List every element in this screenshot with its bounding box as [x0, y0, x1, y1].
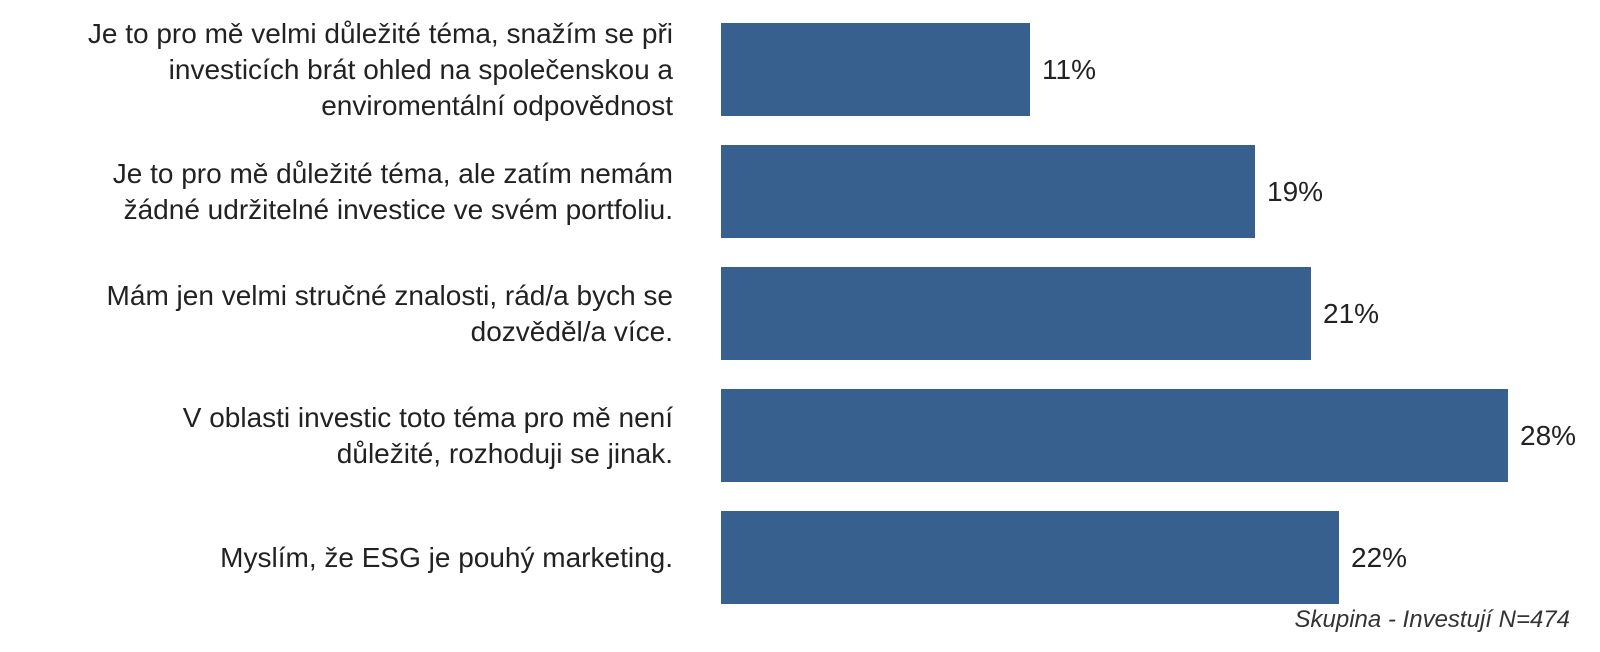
bar [721, 511, 1339, 604]
bar [721, 267, 1311, 360]
bar [721, 389, 1508, 482]
bar [721, 145, 1255, 238]
category-label: Myslím, že ESG je pouhý marketing. [220, 541, 673, 573]
category-label: Je to pro mě důležité téma, ale zatím ne… [112, 157, 673, 225]
category-label: V oblasti investic toto téma pro mě není… [182, 401, 673, 469]
bar [721, 23, 1030, 116]
sample-note: Skupina - Investují N=474 [1294, 606, 1571, 633]
category-label: Mám jen velmi stručné znalosti, rád/a by… [106, 279, 673, 347]
category-label: Je to pro mě velmi důležité téma, snažím… [87, 17, 673, 121]
value-label: 28% [1520, 419, 1577, 451]
value-label: 19% [1267, 175, 1324, 207]
value-label: 21% [1323, 297, 1380, 329]
value-label: 11% [1042, 53, 1096, 85]
value-label: 22% [1351, 541, 1408, 573]
